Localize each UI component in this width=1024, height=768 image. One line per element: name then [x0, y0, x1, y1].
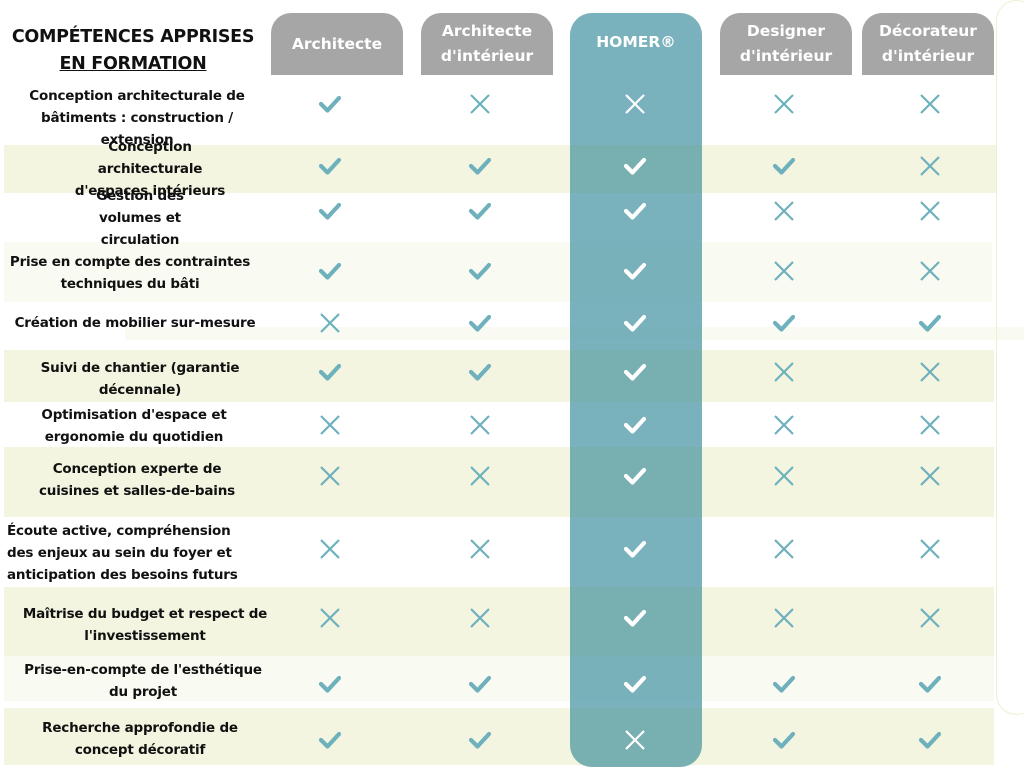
check-icon	[317, 153, 343, 179]
check-icon	[622, 258, 648, 284]
cross-icon	[771, 463, 797, 489]
check-icon	[622, 198, 648, 224]
row-bg-2	[4, 145, 997, 193]
cross-icon	[622, 91, 648, 117]
check-icon	[467, 153, 493, 179]
check-icon	[622, 536, 648, 562]
check-icon	[317, 671, 343, 697]
cross-icon	[467, 91, 493, 117]
cross-icon	[317, 536, 343, 562]
row-label-1: Conception architecturale de bâtiments :…	[29, 88, 245, 148]
check-icon	[771, 310, 797, 336]
row-bg-8	[4, 447, 994, 517]
cross-icon	[771, 412, 797, 438]
check-icon	[317, 198, 343, 224]
cross-icon	[317, 310, 343, 336]
check-icon	[317, 91, 343, 117]
column-header-architecte: Architecte	[271, 13, 403, 75]
check-icon	[917, 671, 943, 697]
cross-icon	[317, 463, 343, 489]
cross-icon	[771, 91, 797, 117]
cross-icon	[917, 359, 943, 385]
column-header-homer: HOMER®	[596, 33, 676, 51]
cross-icon	[917, 463, 943, 489]
check-icon	[622, 463, 648, 489]
cross-icon	[917, 605, 943, 631]
cross-icon	[917, 412, 943, 438]
column-header-decorateur-interieur: Décorateur d'intérieur	[862, 13, 994, 75]
check-icon	[622, 310, 648, 336]
cross-icon	[917, 258, 943, 284]
cross-icon	[917, 198, 943, 224]
row-label-6: Suivi de chantier (garantie décennale)	[40, 360, 240, 398]
cross-icon	[771, 198, 797, 224]
cross-icon	[467, 463, 493, 489]
homer-tint-8	[570, 447, 702, 517]
check-icon	[771, 671, 797, 697]
check-icon	[467, 258, 493, 284]
row-label-3: Gestion des volumes et circulation	[96, 188, 184, 248]
check-icon	[622, 605, 648, 631]
cross-icon	[917, 536, 943, 562]
cross-icon	[771, 258, 797, 284]
check-icon	[317, 727, 343, 753]
row-label-10: Maîtrise du budget et respect de l'inves…	[22, 606, 268, 644]
title-line-1: COMPÉTENCES APPRISES	[11, 27, 255, 47]
cross-icon	[467, 605, 493, 631]
check-icon	[467, 727, 493, 753]
row-label-11: Prise-en-compte de l'esthétique du proje…	[24, 662, 262, 700]
check-icon	[317, 258, 343, 284]
homer-column-highlight	[570, 13, 702, 767]
cross-icon	[467, 536, 493, 562]
check-icon	[467, 359, 493, 385]
row-bg-12	[4, 708, 994, 765]
row-label-8: Conception experte de cuisines et salles…	[39, 461, 235, 499]
check-icon	[622, 153, 648, 179]
table-title: COMPÉTENCES APPRISES EN FORMATION	[0, 24, 266, 78]
side-panel-outline	[996, 0, 1024, 715]
row-label-9: Écoute active, compréhension des enjeux …	[7, 523, 238, 583]
check-icon	[771, 727, 797, 753]
check-icon	[917, 727, 943, 753]
row-label-7: Optimisation d'espace et ergonomie du qu…	[41, 407, 227, 445]
column-header-designer-interieur: Designer d'intérieur	[720, 13, 852, 75]
column-header-architecte-interieur: Architecte d'intérieur	[421, 13, 553, 75]
row-bg-6	[4, 350, 994, 402]
check-icon	[467, 310, 493, 336]
row-bg-10	[4, 587, 994, 656]
check-icon	[317, 359, 343, 385]
row-bg-4	[4, 242, 992, 302]
cross-icon	[771, 536, 797, 562]
cross-icon	[622, 727, 648, 753]
check-icon	[771, 153, 797, 179]
cross-icon	[317, 605, 343, 631]
check-icon	[622, 412, 648, 438]
check-icon	[467, 198, 493, 224]
check-icon	[622, 671, 648, 697]
check-icon	[917, 310, 943, 336]
cross-icon	[771, 359, 797, 385]
cross-icon	[917, 153, 943, 179]
check-icon	[622, 359, 648, 385]
check-icon	[467, 671, 493, 697]
cross-icon	[317, 412, 343, 438]
row-label-5: Création de mobilier sur-mesure	[14, 315, 256, 331]
cross-icon	[917, 91, 943, 117]
row-label-12: Recherche approfondie de concept décorat…	[42, 720, 238, 758]
row-label-4: Prise en compte des contraintes techniqu…	[9, 254, 251, 292]
cross-icon	[467, 412, 493, 438]
title-line-2: EN FORMATION	[59, 54, 207, 74]
cross-icon	[771, 605, 797, 631]
row-bg-11	[4, 656, 994, 701]
